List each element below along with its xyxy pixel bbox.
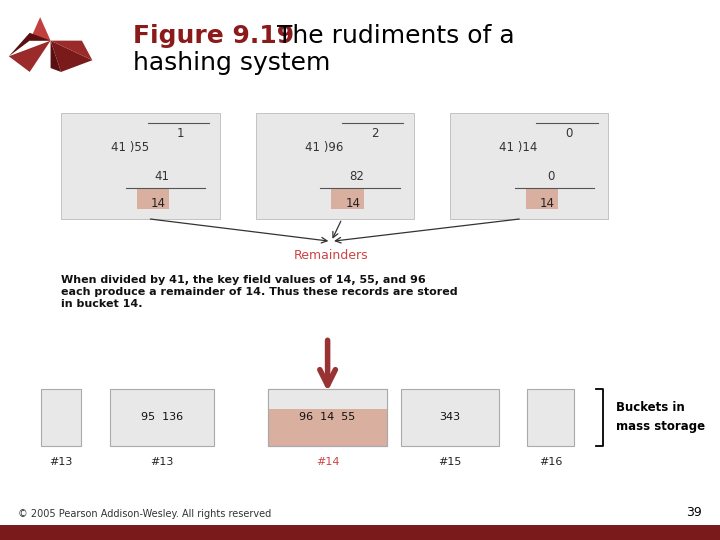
Polygon shape — [9, 33, 50, 56]
Bar — [527, 389, 575, 446]
Polygon shape — [50, 40, 61, 72]
Text: 82: 82 — [349, 170, 364, 183]
Bar — [450, 113, 608, 219]
Text: #13: #13 — [150, 457, 174, 468]
Text: When divided by 41, the key field values of 14, 55, and 96
each produce a remain: When divided by 41, the key field values… — [61, 275, 458, 308]
Text: 343: 343 — [439, 412, 461, 422]
Bar — [268, 389, 387, 446]
Text: #14: #14 — [316, 457, 339, 468]
Text: #15: #15 — [438, 457, 462, 468]
Bar — [268, 389, 387, 409]
Bar — [42, 389, 81, 446]
Bar — [402, 389, 498, 446]
Text: 41 )55: 41 )55 — [111, 140, 148, 153]
Text: #16: #16 — [539, 457, 562, 468]
Text: 1: 1 — [176, 127, 184, 140]
Text: hashing system: hashing system — [133, 51, 330, 75]
Text: 14: 14 — [151, 197, 166, 210]
Bar — [110, 389, 215, 446]
Text: 96  14  55: 96 14 55 — [300, 412, 356, 422]
Bar — [256, 113, 414, 219]
Text: Buckets in: Buckets in — [616, 401, 684, 414]
Text: 95  136: 95 136 — [141, 412, 183, 422]
Polygon shape — [50, 40, 92, 72]
Text: mass storage: mass storage — [616, 420, 705, 434]
Text: The rudiments of a: The rudiments of a — [261, 24, 515, 48]
Text: © 2005 Pearson Addison-Wesley. All rights reserved: © 2005 Pearson Addison-Wesley. All right… — [18, 509, 271, 519]
Text: 41: 41 — [155, 170, 169, 183]
Text: 2: 2 — [371, 127, 378, 140]
Bar — [526, 188, 558, 209]
Text: 0: 0 — [547, 170, 554, 183]
Bar — [0, 525, 720, 540]
Text: Remainders: Remainders — [294, 249, 369, 262]
Polygon shape — [30, 17, 50, 40]
Bar — [268, 389, 387, 446]
Text: 14: 14 — [346, 197, 360, 210]
Polygon shape — [50, 40, 92, 60]
Bar — [61, 113, 220, 219]
Text: 14: 14 — [540, 197, 554, 210]
Text: 0: 0 — [565, 127, 572, 140]
Text: 41 )14: 41 )14 — [499, 140, 538, 153]
Polygon shape — [9, 40, 50, 72]
Bar — [331, 188, 364, 209]
Text: #13: #13 — [50, 457, 73, 468]
Bar — [137, 188, 169, 209]
Text: 39: 39 — [686, 507, 702, 519]
Text: 41 )96: 41 )96 — [305, 140, 343, 153]
Text: Figure 9.19: Figure 9.19 — [133, 24, 294, 48]
